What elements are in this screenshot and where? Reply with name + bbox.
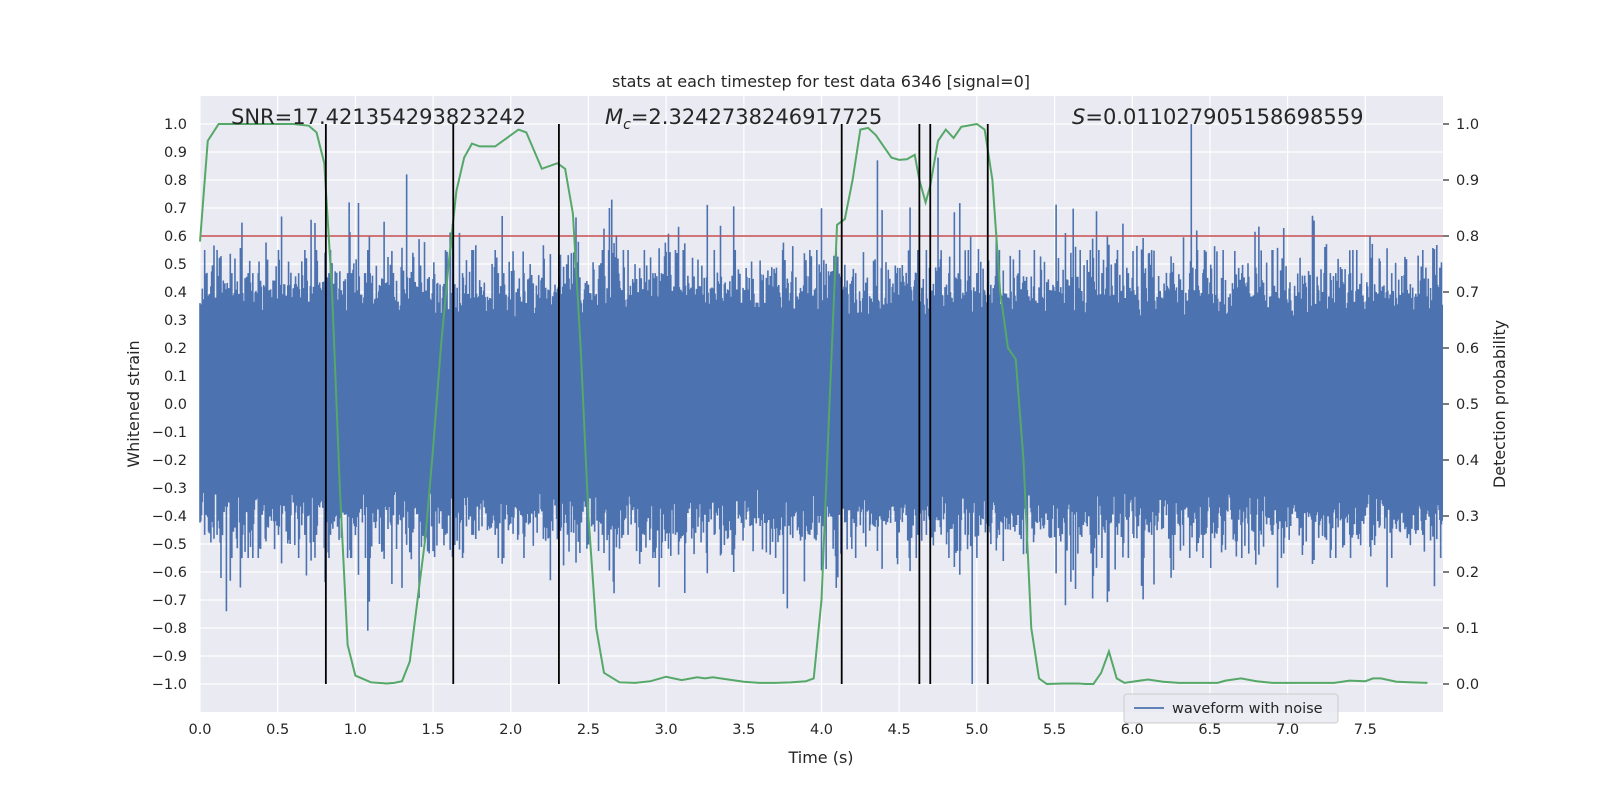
left-y-axis-label: Whitened strain — [124, 340, 143, 467]
mc-symbol: M — [605, 105, 623, 129]
left-y-tick-label: 0.2 — [164, 341, 187, 357]
x-tick-label: 4.5 — [888, 722, 911, 738]
legend-box — [1123, 693, 1339, 724]
waveform-series — [199, 124, 1444, 684]
s-value: =0.011027905158698559 — [1085, 105, 1363, 129]
waveform-dense-band — [200, 320, 1443, 488]
left-y-tick-label: −0.4 — [152, 509, 187, 525]
x-tick-label: 4.0 — [810, 722, 833, 738]
right-y-tick-label: 0.9 — [1456, 173, 1479, 189]
x-tick-label: 2.0 — [499, 722, 522, 738]
right-y-tick-label: 1.0 — [1456, 117, 1479, 133]
right-y-tick-label: 0.3 — [1456, 509, 1479, 525]
right-y-tick-label: 0.4 — [1456, 453, 1479, 469]
left-y-tick-label: 1.0 — [164, 117, 187, 133]
x-tick-label: 0.0 — [188, 722, 211, 738]
legend: waveform with noise — [1123, 693, 1339, 724]
x-tick-label: 3.5 — [732, 722, 755, 738]
snr-annotation: SNR=17.421354293823242 — [231, 105, 526, 129]
x-axis-ticks: 0.0 0.5 1.0 1.5 2.0 2.5 3.0 3.5 4.0 4.5 5.0 5.5 6.0 6… — [188, 722, 1376, 738]
chirp-mass-annotation: Mc=2.3242738246917725 — [605, 105, 882, 133]
right-y-tick-label: 0.5 — [1456, 397, 1479, 413]
x-tick-label: 1.5 — [422, 722, 445, 738]
left-y-tick-label: 0.1 — [164, 369, 187, 385]
left-y-tick-label: −0.6 — [152, 565, 187, 581]
x-tick-label: 3.0 — [655, 722, 678, 738]
chart-title: stats at each timestep for test data 634… — [612, 72, 1030, 91]
right-y-axis-label: Detection probability — [1490, 320, 1509, 488]
right-y-tick-label: 0.1 — [1456, 621, 1479, 637]
right-y-tick-label: 0.6 — [1456, 341, 1479, 357]
left-y-tick-label: −1.0 — [152, 677, 187, 693]
x-tick-label: 2.5 — [577, 722, 600, 738]
left-y-tick-label: −0.3 — [152, 481, 187, 497]
x-tick-label: 6.0 — [1121, 722, 1144, 738]
left-y-tick-label: 0.4 — [164, 285, 187, 301]
left-y-tick-label: −0.1 — [152, 425, 187, 441]
left-y-tick-label: 0.7 — [164, 201, 187, 217]
vertical-markers — [324, 124, 989, 684]
x-tick-label: 1.0 — [344, 722, 367, 738]
left-y-tick-label: −0.5 — [152, 537, 187, 553]
x-tick-label: 5.0 — [965, 722, 988, 738]
left-y-tick-label: −0.7 — [152, 593, 187, 609]
left-y-axis-ticks: −1.0 −0.9 −0.8 −0.7 −0.6 −0.5 −0.4 −0.3 −0.2 −0.1… — [152, 117, 187, 693]
legend-label: waveform with noise — [1172, 701, 1323, 717]
x-tick-label: 7.5 — [1354, 722, 1377, 738]
right-y-axis-ticks: 0.0 0.1 0.2 0.3 0.4 0.5 0.6 0.7 0.8 0.9 1.0 — [1443, 117, 1479, 693]
x-tick-label: 6.5 — [1198, 722, 1221, 738]
left-y-tick-label: −0.9 — [152, 649, 187, 665]
left-y-tick-label: 0.8 — [164, 173, 187, 189]
s-symbol: S — [1072, 105, 1085, 129]
x-tick-label: 5.5 — [1043, 722, 1066, 738]
right-y-tick-label: 0.8 — [1456, 229, 1479, 245]
mc-value: =2.3242738246917725 — [631, 105, 882, 129]
left-y-tick-label: 0.6 — [164, 229, 187, 245]
x-tick-label: 7.0 — [1276, 722, 1299, 738]
left-y-tick-label: 0.5 — [164, 257, 187, 273]
left-y-tick-label: 0.0 — [164, 397, 187, 413]
s-annotation: S=0.011027905158698559 — [1072, 105, 1363, 129]
right-y-tick-label: 0.0 — [1456, 677, 1479, 693]
x-axis-label: Time (s) — [787, 748, 853, 767]
right-y-tick-label: 0.2 — [1456, 565, 1479, 581]
x-tick-label: 0.5 — [266, 722, 289, 738]
left-y-tick-label: 0.3 — [164, 313, 187, 329]
left-y-tick-label: 0.9 — [164, 145, 187, 161]
left-y-tick-label: −0.8 — [152, 621, 187, 637]
right-y-tick-label: 0.7 — [1456, 285, 1479, 301]
mc-subscript: c — [623, 117, 631, 133]
left-y-tick-label: −0.2 — [152, 453, 187, 469]
